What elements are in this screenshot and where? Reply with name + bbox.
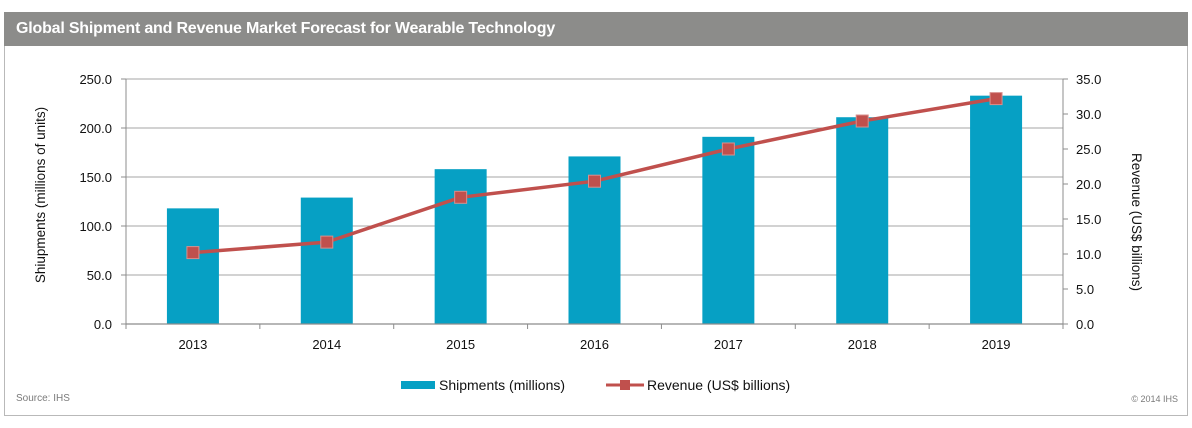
tick-labels: 2013 2014 2015 2016 2017 2018 2019 250.0 200.0 15… (79, 72, 1101, 352)
x-tick-label: 2018 (848, 337, 877, 352)
revenue-marker-2015 (454, 190, 468, 204)
revenue-marker-2013 (186, 246, 200, 260)
revenue-marker-2019 (989, 92, 1003, 106)
y2-tick-label: 25.0 (1076, 142, 1101, 157)
y2-tick-label: 10.0 (1076, 247, 1101, 262)
bar-shipments-2013 (166, 208, 219, 324)
y-tick-label: 150.0 (79, 170, 112, 185)
y-tick-label: 100.0 (79, 219, 112, 234)
x-tick-label: 2019 (982, 337, 1011, 352)
y-tick-label: 0.0 (94, 317, 112, 332)
legend-label-shipments: Shipments (millions) (439, 377, 565, 393)
copyright-note: © 2014 IHS (1131, 394, 1178, 404)
revenue-marker-2017 (721, 142, 735, 156)
x-tick-label: 2015 (446, 337, 475, 352)
y2-tick-label: 20.0 (1076, 177, 1101, 192)
x-tick-label: 2017 (714, 337, 743, 352)
y-axis-title: Shiupments (millions of units) (33, 107, 48, 283)
source-note: Source: IHS (16, 393, 70, 404)
legend-swatch-shipments (401, 381, 435, 389)
revenue-marker-2014 (320, 235, 334, 249)
y2-tick-label: 15.0 (1076, 212, 1101, 227)
revenue-line (186, 92, 1003, 260)
y2-axis-title: Revenue (US$ billions) (1129, 153, 1144, 291)
legend: Shipments (millions) Revenue (US$ billio… (401, 377, 790, 393)
axes (121, 78, 1068, 329)
y-tick-label: 250.0 (79, 72, 112, 87)
x-tick-label: 2013 (178, 337, 207, 352)
y2-tick-label: 0.0 (1076, 317, 1094, 332)
legend-label-revenue: Revenue (US$ billions) (647, 377, 790, 393)
y2-tick-label: 35.0 (1076, 72, 1101, 87)
shipments-bars (166, 95, 1023, 324)
revenue-marker-2018 (855, 114, 869, 128)
x-tick-label: 2016 (580, 337, 609, 352)
title-bar (4, 12, 1188, 46)
bar-shipments-2019 (970, 95, 1023, 324)
bar-shipments-2018 (836, 117, 889, 324)
y2-tick-label: 30.0 (1076, 107, 1101, 122)
legend-swatch-revenue-marker (620, 380, 630, 390)
y2-tick-label: 5.0 (1076, 282, 1094, 297)
bar-shipments-2017 (702, 136, 755, 324)
y-tick-label: 50.0 (87, 268, 112, 283)
chart-title: Global Shipment and Revenue Market Forec… (16, 20, 556, 37)
x-tick-label: 2014 (312, 337, 341, 352)
revenue-marker-2016 (588, 174, 601, 188)
bar-shipments-2014 (300, 197, 353, 324)
y-tick-label: 200.0 (79, 121, 112, 136)
